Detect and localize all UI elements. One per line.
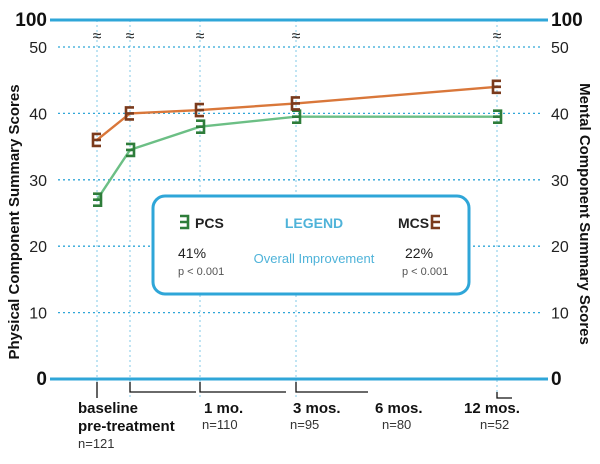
series-line-mcs [96,85,498,141]
x-leader-4 [496,392,512,399]
mcs-point-4 [491,79,501,95]
axis-break-symbol: ≈ [196,28,205,45]
legend-pcs-p: p < 0.001 [178,266,224,278]
x-n-3: n=80 [382,417,411,432]
y-tick-left-30: 30 [29,173,47,190]
mcs-point-3-glyph [290,96,300,111]
y-tick-right-20: 20 [551,239,569,256]
mcs-point-2 [194,102,204,118]
pcs-point-4-glyph [493,109,503,125]
y-tick-right-30: 30 [551,173,569,190]
legend-mcs-p: p < 0.001 [402,266,448,278]
x-leader-1 [129,382,196,393]
pcs-legend-glyph [180,214,190,230]
series-line-pcs [95,115,497,201]
x-label-1: 1 mo. [204,400,243,417]
y-tick-left-10: 10 [29,306,47,323]
y-axis-title-left: Physical Component Summary Scores [6,84,23,359]
pcs-point-4 [493,109,503,125]
pcs-point-1-glyph [126,142,136,158]
mcs-point-3 [290,96,300,111]
legend-subtitle: Overall Improvement [254,251,375,266]
y-tick-left-50: 50 [29,40,47,57]
legend-pcs-label: PCS [195,215,224,231]
legend-mcs-pct: 22% [405,245,433,261]
tick-labels: 0 0 10 10 20 20 30 30 40 40 50 50 100 100 [15,10,582,390]
y-tick-right-10: 10 [551,306,569,323]
pcs-point-1 [126,142,136,158]
pcs-point-0 [93,192,103,208]
x-n-1: n=110 [202,417,238,432]
mcs-point-0 [91,132,101,148]
pcs-legend-glyph-glyph [180,214,190,230]
y-axis-title-right: Mental Component Summary Scores [576,83,593,345]
mcs-legend-icon [430,214,440,230]
x-n-4: n=52 [480,417,509,432]
legend-mcs-label: MCS [398,215,429,231]
x-n-0: n=121 [78,436,115,451]
legend-pcs-pct: 41% [178,245,206,261]
y-tick-right-0: 0 [551,369,562,390]
y-tick-right-100: 100 [551,10,583,31]
mcs-point-4-glyph [491,79,501,95]
series-lines [91,79,503,208]
y-tick-left-40: 40 [29,106,47,123]
x-n-2: n=95 [290,417,319,432]
x-label-4: 12 mos. [464,400,520,417]
x-label-3: 6 mos. [375,400,423,417]
mcs-point-1-glyph [124,106,134,121]
x-label2-0: pre-treatment [78,418,175,435]
mcs-point-2-glyph [194,102,204,118]
axis-break-symbol: ≈ [126,28,135,45]
mcs-legend-glyph [430,214,440,230]
legend-box [151,194,471,296]
axis-break-symbol: ≈ [292,28,301,45]
legend-title: LEGEND [285,215,343,231]
y-tick-right-40: 40 [551,106,569,123]
axis-break-symbol: ≈ [493,28,502,45]
pcs-point-2-glyph [196,119,206,134]
legend: PCS LEGEND MCS 41% Overall Improvement 2… [151,194,471,296]
y-tick-right-50: 50 [551,40,569,57]
pcs-point-2 [196,119,206,134]
x-label-0: baseline [78,400,138,417]
x-label-2: 3 mos. [293,400,341,417]
x-leader-2 [199,382,286,393]
y-tick-left-100: 100 [15,10,47,31]
mcs-point-0-glyph [91,132,101,148]
axes: ≈ ≈ ≈ ≈ ≈ [50,18,548,381]
pcs-point-0-glyph [93,192,103,208]
x-leader-3 [295,382,368,393]
mcs-legend-glyph-glyph [430,214,440,230]
pcs-legend-icon [180,214,190,230]
mcs-point-1 [124,106,134,121]
axis-break-symbol: ≈ [93,28,102,45]
y-tick-left-20: 20 [29,239,47,256]
y-tick-left-0: 0 [36,369,47,390]
